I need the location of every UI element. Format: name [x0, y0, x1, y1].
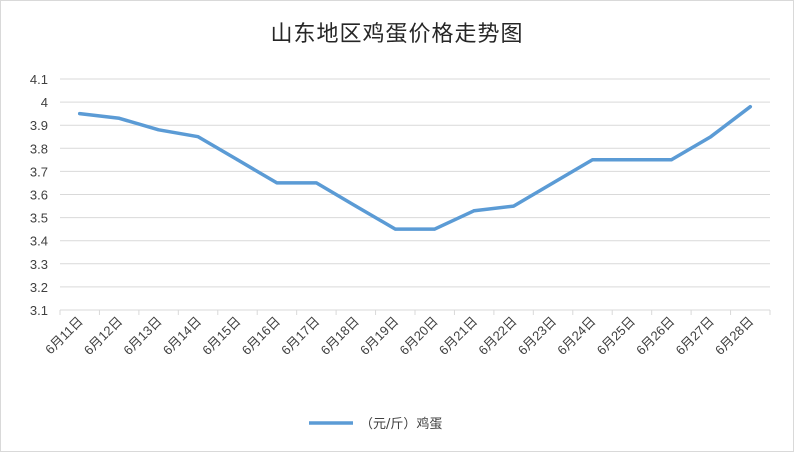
x-axis: 6月11日6月12日6月13日6月14日6月15日6月16日6月17日6月18日…: [42, 310, 771, 358]
data-point: [669, 158, 673, 162]
data-point: [551, 181, 555, 185]
x-tick-label: 6月11日: [42, 314, 86, 358]
series-line: [77, 104, 753, 231]
data-point: [748, 105, 752, 109]
legend-label: （元/斤）鸡蛋: [360, 416, 442, 432]
data-point: [709, 135, 713, 139]
data-point: [196, 135, 200, 139]
data-point: [78, 112, 82, 116]
y-tick-label: 3.6: [30, 188, 48, 203]
x-tick-label: 6月15日: [199, 314, 243, 358]
y-tick-label: 3.9: [30, 118, 48, 133]
data-point: [591, 158, 594, 162]
x-tick-label: 6月16日: [239, 314, 283, 358]
x-tick-label: 6月24日: [554, 314, 598, 358]
data-point: [433, 227, 437, 231]
y-tick-label: 3.2: [30, 280, 48, 295]
x-tick-label: 6月23日: [515, 314, 559, 358]
data-point: [630, 158, 634, 162]
x-tick-label: 6月25日: [594, 314, 638, 358]
legend: （元/斤）鸡蛋: [309, 416, 442, 432]
x-tick-label: 6月14日: [160, 314, 204, 358]
data-point: [275, 181, 279, 185]
x-tick-label: 6月17日: [278, 314, 322, 358]
x-tick-label: 6月19日: [357, 314, 401, 358]
x-tick-label: 6月21日: [436, 314, 480, 358]
x-tick-label: 6月20日: [397, 314, 441, 358]
data-point: [393, 227, 397, 231]
data-point: [354, 204, 358, 208]
data-point: [157, 128, 161, 132]
y-tick-label: 3.5: [30, 211, 48, 226]
x-tick-label: 6月18日: [318, 314, 362, 358]
data-point: [314, 181, 318, 185]
y-tick-label: 3.3: [30, 257, 48, 272]
y-tick-label: 3.4: [30, 234, 48, 249]
y-tick-label: 4.1: [30, 72, 48, 87]
data-point: [117, 116, 121, 120]
y-tick-label: 3.8: [30, 141, 48, 156]
series-layer: [77, 104, 753, 231]
x-tick-label: 6月22日: [475, 314, 519, 358]
chart-title: 山东地区鸡蛋价格走势图: [270, 22, 524, 47]
x-tick-label: 6月28日: [712, 314, 756, 358]
x-tick-label: 6月27日: [673, 314, 717, 358]
x-tick-label: 6月12日: [81, 314, 125, 358]
gridlines: [60, 78, 770, 311]
y-axis: 3.1 3.2 3.3 3.4 3.5 3.6 3.7 3.8 3.9 4 4.1: [30, 72, 48, 318]
x-tick-label: 6月13日: [120, 314, 164, 358]
x-tick-label: 6月26日: [633, 314, 677, 358]
y-tick-label: 4: [41, 95, 48, 110]
y-tick-label: 3.7: [30, 164, 48, 179]
data-point: [512, 204, 516, 208]
data-point: [472, 209, 476, 213]
data-point: [236, 158, 239, 162]
y-tick-label: 3.1: [30, 303, 48, 318]
